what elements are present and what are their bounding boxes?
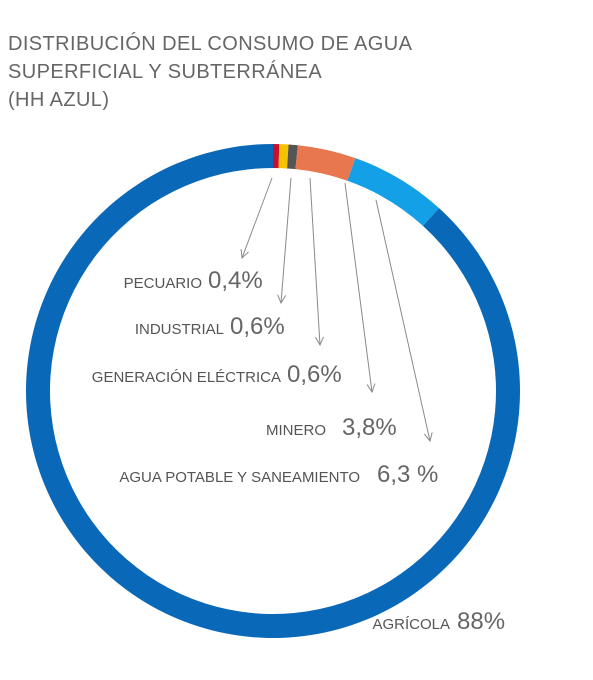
value-generacion-electrica: 0,6% xyxy=(287,361,342,388)
value-industrial: 0,6% xyxy=(230,313,285,340)
label-arrows xyxy=(242,177,430,441)
slice-agricola xyxy=(26,144,520,638)
slice-minero xyxy=(295,145,356,181)
slice-pecuario xyxy=(273,144,280,169)
value-agricola: 88% xyxy=(457,608,505,635)
label-generacion-electrica: GENERACIÓN ELÉCTRICA xyxy=(92,369,281,386)
label-pecuario: PECUARIO xyxy=(124,275,202,292)
label-agricola: AGRÍCOLA xyxy=(372,616,450,633)
label-minero: MINERO xyxy=(266,422,326,439)
donut-slices xyxy=(26,144,520,638)
slice-agua-potable-y-saneamiento xyxy=(347,158,440,226)
chart-title-line-2: SUPERFICIAL Y SUBTERRÁNEA xyxy=(8,61,323,83)
arrow-generacion-electrica xyxy=(309,177,320,345)
chart-title-line-1: DISTRIBUCIÓN DEL CONSUMO DE AGUA xyxy=(8,33,413,55)
value-minero: 3,8% xyxy=(342,414,397,441)
slice-generacion-electrica xyxy=(287,144,298,170)
arrow-minero xyxy=(344,182,372,392)
arrow-agua-potable-y-saneamiento xyxy=(375,199,430,441)
arrow-pecuario xyxy=(242,177,273,258)
slice-industrial xyxy=(278,144,289,169)
arrow-industrial xyxy=(281,177,292,303)
chart-title: DISTRIBUCIÓN DEL CONSUMO DE AGUA SUPERFI… xyxy=(8,30,568,114)
value-pecuario: 0,4% xyxy=(208,267,263,294)
slice-labels: PECUARIO 0,4% INDUSTRIAL 0,6% GENERACIÓN ELÉ… xyxy=(92,267,505,635)
label-agua-potable-y-saneamiento: AGUA POTABLE Y SANEAMIENTO xyxy=(119,469,360,486)
chart-title-line-3: (HH AZUL) xyxy=(8,89,110,111)
label-industrial: INDUSTRIAL xyxy=(135,321,224,338)
value-agua-potable-y-saneamiento: 6,3 % xyxy=(377,461,438,488)
